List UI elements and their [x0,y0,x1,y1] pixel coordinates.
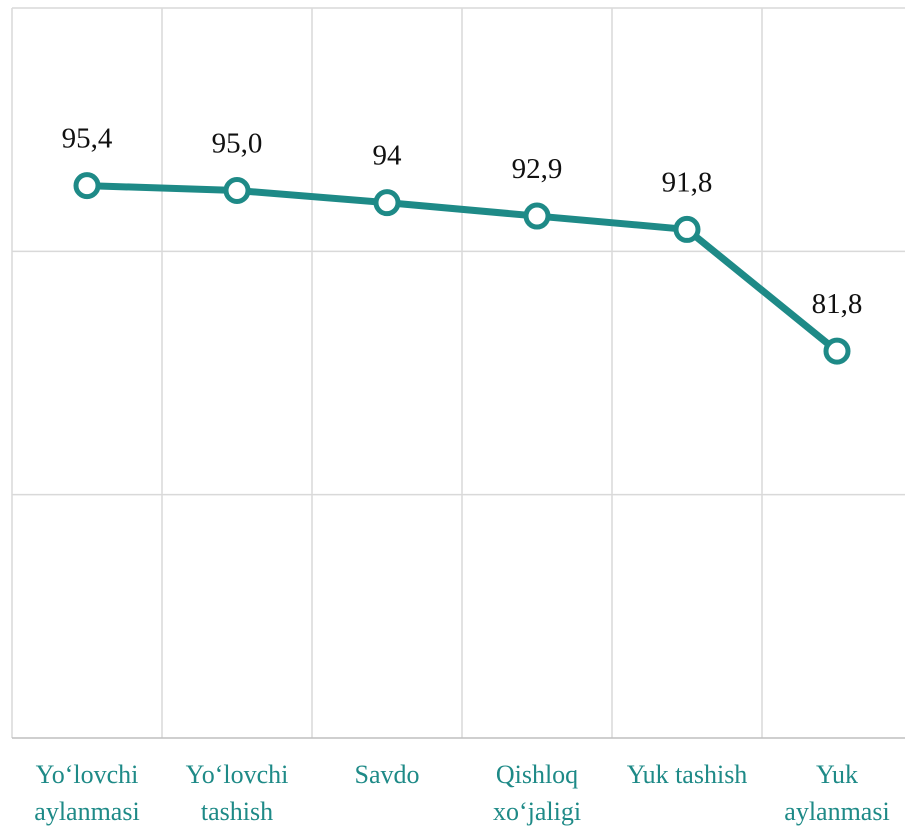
x-tick-label: Savdo [354,760,420,789]
data-label: 95,4 [62,123,113,155]
data-point [523,202,551,230]
x-tick-label: Yuk aylanmasi [784,760,890,826]
x-tick-label: Yo‘lovchi tashish [185,760,289,826]
x-tick-label: Qishloq xo‘jaligi [492,760,582,826]
data-point [223,177,251,204]
data-point [73,172,101,200]
data-label: 92,9 [512,153,563,185]
x-tick-label: Yuk tashish [626,760,748,789]
data-point [823,337,851,365]
data-label: 81,8 [812,288,863,320]
data-label: 95,0 [212,128,263,160]
data-label: 91,8 [662,166,713,198]
data-line [86,182,840,354]
data-point [673,215,701,243]
data-point [373,189,401,217]
data-label: 94 [373,140,403,172]
x-tick-label: Yo‘lovchi aylanmasi [34,760,140,826]
